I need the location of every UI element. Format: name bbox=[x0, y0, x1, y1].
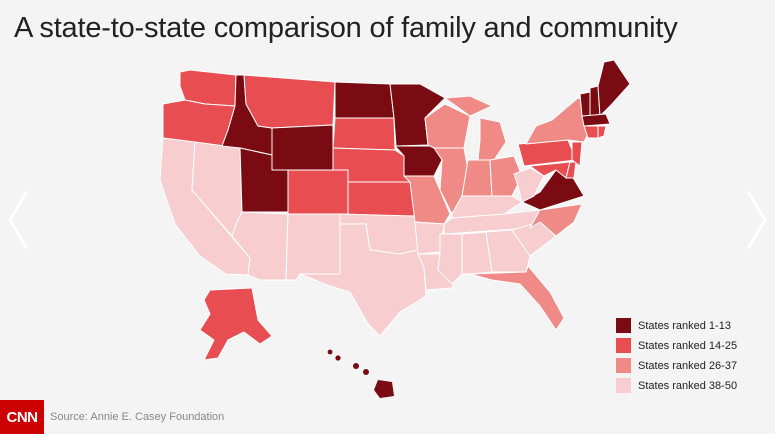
state-me bbox=[597, 59, 631, 117]
state-co bbox=[287, 169, 349, 215]
state-vt bbox=[579, 91, 591, 117]
hawaii-island-small-3 bbox=[353, 363, 359, 369]
state-hi bbox=[327, 349, 394, 398]
legend-label-2: States ranked 14-25 bbox=[638, 339, 738, 352]
state-ny bbox=[525, 97, 589, 145]
state-sd bbox=[332, 117, 396, 151]
legend-item: States ranked 26-37 bbox=[616, 356, 737, 375]
state-ri bbox=[597, 125, 607, 139]
state-nj bbox=[571, 141, 583, 167]
legend-item: States ranked 14-25 bbox=[616, 336, 737, 355]
state-mt bbox=[243, 74, 336, 129]
hawaii-island-small-2 bbox=[335, 355, 341, 361]
hawaii-island-big bbox=[374, 380, 394, 398]
state-ks bbox=[347, 181, 416, 217]
state-ak bbox=[199, 287, 273, 361]
chevron-right-icon[interactable] bbox=[741, 185, 771, 255]
state-in bbox=[461, 159, 493, 201]
state-ma bbox=[581, 113, 611, 127]
state-mi-up bbox=[444, 95, 493, 117]
legend-swatch-2 bbox=[616, 338, 631, 353]
map-legend: States ranked 1-13 States ranked 14-25 S… bbox=[616, 316, 737, 396]
legend-label-1: States ranked 1-13 bbox=[638, 319, 731, 332]
state-wy bbox=[271, 124, 334, 171]
state-nd bbox=[334, 81, 395, 119]
footer: CNN Source: Annie E. Casey Foundation bbox=[0, 400, 224, 434]
map-title: A state-to-state comparison of family an… bbox=[14, 12, 678, 44]
legend-swatch-3 bbox=[616, 358, 631, 373]
cnn-logo: CNN bbox=[0, 400, 44, 434]
hawaii-island-small-1 bbox=[327, 349, 333, 355]
state-fl bbox=[469, 265, 565, 331]
state-oh bbox=[489, 155, 523, 197]
state-mo bbox=[403, 175, 451, 225]
state-mi bbox=[477, 117, 507, 161]
hawaii-island-small-4 bbox=[363, 369, 369, 375]
legend-item: States ranked 1-13 bbox=[616, 316, 737, 335]
state-nm bbox=[285, 213, 341, 281]
state-tx bbox=[299, 223, 427, 337]
state-wv bbox=[513, 167, 545, 203]
legend-swatch-1 bbox=[616, 318, 631, 333]
state-md bbox=[529, 161, 571, 179]
legend-swatch-4 bbox=[616, 378, 631, 393]
state-al bbox=[461, 231, 493, 275]
legend-label-4: States ranked 38-50 bbox=[638, 379, 738, 392]
chevron-left-icon[interactable] bbox=[4, 185, 34, 255]
legend-label-3: States ranked 26-37 bbox=[638, 359, 738, 372]
source-credit: Source: Annie E. Casey Foundation bbox=[50, 411, 225, 423]
legend-item: States ranked 38-50 bbox=[616, 376, 737, 395]
